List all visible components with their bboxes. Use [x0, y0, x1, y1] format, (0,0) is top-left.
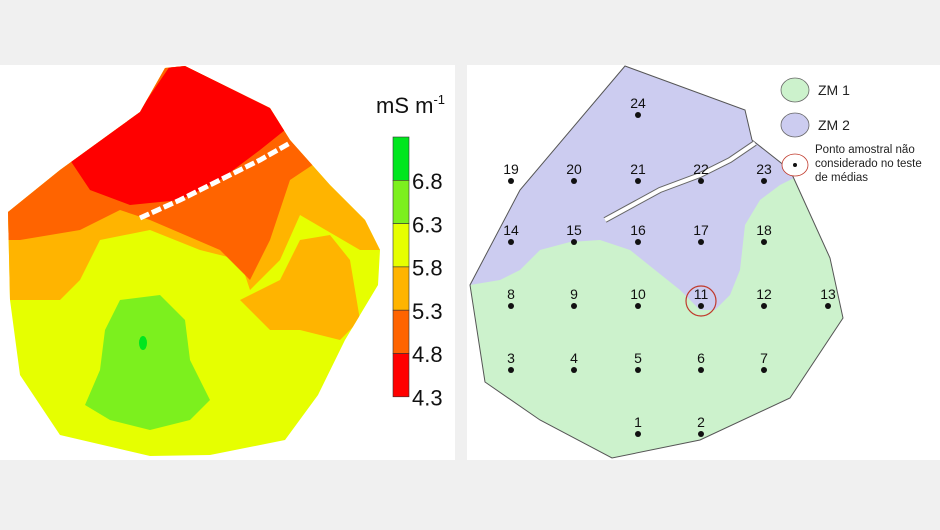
sample-point-20 — [571, 178, 577, 184]
legend-excluded-line1: Ponto amostral não — [815, 144, 915, 156]
sample-point-label: 4 — [570, 350, 578, 366]
legend-zm1-label: ZM 1 — [818, 82, 850, 98]
sample-point-label: 23 — [756, 161, 772, 177]
sample-point-10 — [635, 303, 641, 309]
legend-zm2-swatch — [780, 112, 810, 138]
colorbar-tick: 6.8 — [412, 169, 443, 194]
sample-point-label: 5 — [634, 350, 642, 366]
sample-point-label: 14 — [503, 222, 519, 238]
colorbar-tick: 6.3 — [412, 212, 443, 237]
zone-5.3-5.8-east — [240, 235, 360, 340]
sample-point-label: 8 — [507, 286, 515, 302]
sample-point-label: 15 — [566, 222, 582, 238]
legend-point-icon — [793, 163, 797, 167]
conductivity-map — [8, 66, 380, 456]
sample-point-17 — [698, 239, 704, 245]
sample-point-label: 16 — [630, 222, 646, 238]
sample-point-label: 3 — [507, 350, 515, 366]
colorbar-tick: 5.3 — [412, 299, 443, 324]
sample-point-24 — [635, 112, 641, 118]
excluded-point-marker — [685, 285, 717, 317]
sample-point-label: 7 — [760, 350, 768, 366]
sample-point-9 — [571, 303, 577, 309]
sample-point-12 — [761, 303, 767, 309]
sample-point-label: 19 — [503, 161, 519, 177]
drainage-channel — [604, 141, 757, 222]
sample-point-11 — [698, 303, 704, 309]
legend-excluded-line2: considerado no teste — [815, 158, 922, 170]
sample-point-label: 9 — [570, 286, 578, 302]
colorbar-class-2 — [392, 223, 410, 268]
sample-point-13 — [825, 303, 831, 309]
sample-point-5 — [635, 367, 641, 373]
sample-point-label: 24 — [630, 95, 646, 111]
sample-point-label: 21 — [630, 161, 646, 177]
sample-point-6 — [698, 367, 704, 373]
sample-point-21 — [635, 178, 641, 184]
colorbar-class-4 — [392, 309, 410, 354]
sample-point-label: 13 — [820, 286, 836, 302]
legend-zm2-label: ZM 2 — [818, 117, 850, 133]
zone-4.3-4.8 — [60, 66, 285, 205]
drainage-channel — [138, 140, 292, 221]
colorbar: mS m-1 6.8 6.3 5.8 5.3 4.8 4.3 — [376, 92, 445, 411]
colorbar-class-0 — [392, 136, 410, 181]
sample-point-16 — [635, 239, 641, 245]
colorbar-tick: 4.8 — [412, 342, 443, 367]
sample-point-22 — [698, 178, 704, 184]
sample-point-label: 17 — [693, 222, 709, 238]
sample-point-3 — [508, 367, 514, 373]
colorbar-class-1 — [392, 180, 410, 224]
sample-point-label: 22 — [693, 161, 709, 177]
colorbar-unit: mS m-1 — [376, 92, 445, 118]
colorbar-tick: 4.3 — [412, 386, 443, 411]
sample-point-19 — [508, 178, 514, 184]
sample-point-label: 10 — [630, 286, 646, 302]
colorbar-tick: 5.8 — [412, 256, 443, 281]
colorbar-class-3 — [392, 266, 410, 311]
sample-point-7 — [761, 367, 767, 373]
sample-point-14 — [508, 239, 514, 245]
sample-point-15 — [571, 239, 577, 245]
legend: ZM 1 ZM 2 Ponto amostral não considerado… — [780, 77, 922, 184]
legend-zm1-swatch — [780, 77, 810, 103]
sample-point-23 — [761, 178, 767, 184]
sample-point-label: 11 — [694, 286, 709, 302]
sample-point-4 — [571, 367, 577, 373]
sample-point-label: 6 — [697, 350, 705, 366]
colorbar-class-5 — [392, 353, 410, 398]
sample-point-18 — [761, 239, 767, 245]
sample-point-label: 2 — [697, 414, 705, 430]
zone-6.3-6.8 — [85, 295, 210, 430]
field-boundary — [469, 65, 844, 459]
sample-point-8 — [508, 303, 514, 309]
sample-point-label: 20 — [566, 161, 582, 177]
legend-excluded-line3: de médias — [815, 172, 868, 184]
sample-point-1 — [635, 431, 641, 437]
sample-point-label: 1 — [634, 414, 642, 430]
sample-point-label: 18 — [756, 222, 772, 238]
sample-point-label: 12 — [756, 286, 772, 302]
zone-above-6.8 — [139, 336, 147, 350]
sample-point-2 — [698, 431, 704, 437]
